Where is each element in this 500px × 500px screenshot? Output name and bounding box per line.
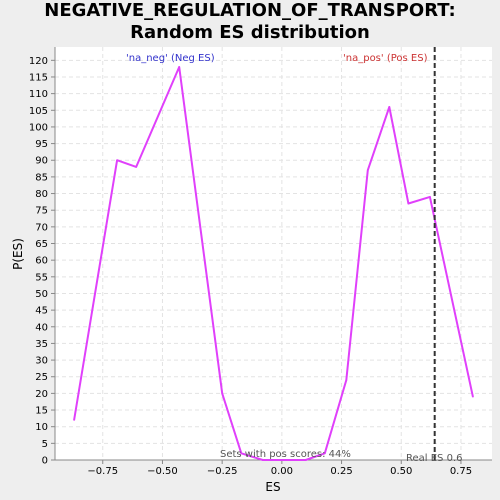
y-tick-label: 90	[35, 156, 48, 167]
y-tick-label: 65	[35, 239, 48, 250]
y-tick-label: 55	[35, 272, 48, 283]
y-tick-label: 45	[35, 306, 48, 317]
x-tick-label: 0.00	[271, 466, 293, 477]
data-point	[281, 459, 283, 461]
x-tick-label: −0.75	[87, 466, 118, 477]
y-tick-label: 120	[29, 56, 48, 67]
x-tick-label: 0.50	[390, 466, 412, 477]
data-point	[73, 419, 75, 421]
data-point	[240, 452, 243, 455]
grid	[55, 47, 492, 460]
y-tick-label: 75	[35, 206, 48, 217]
y-tick-label: 25	[35, 372, 48, 383]
x-tick-label: 0.25	[330, 466, 352, 477]
y-tick-label: 5	[42, 439, 48, 450]
y-tick-label: 35	[35, 339, 48, 350]
y-tick-label: 10	[35, 422, 48, 433]
data-point	[345, 379, 348, 381]
y-tick-label: 100	[29, 122, 48, 133]
y-tick-label: 105	[29, 106, 48, 117]
data-point	[472, 395, 474, 398]
y-tick-label: 80	[35, 189, 48, 200]
y-tick-label: 40	[35, 322, 48, 333]
y-tick-label: 115	[29, 72, 48, 83]
chart-title: NEGATIVE_REGULATION_OF_TRANSPORT: Random…	[44, 0, 456, 43]
data-point	[221, 392, 223, 395]
data-point	[324, 452, 326, 455]
data-point	[388, 106, 391, 108]
x-ticks: −0.75 −0.50 −0.25 0.00 0.25 0.50 0.75	[87, 460, 472, 477]
data-point	[135, 166, 137, 168]
y-axis-label: P(ES)	[11, 238, 25, 270]
y-tick-label: 15	[35, 406, 48, 417]
data-point	[304, 459, 307, 461]
data-point	[116, 159, 118, 162]
y-tick-label: 50	[35, 289, 48, 300]
sets-pos-scores-label: Sets with pos scores: 44%	[220, 449, 351, 460]
data-point	[429, 196, 431, 198]
neg-es-label: 'na_neg' (Neg ES)	[126, 53, 215, 64]
x-axis-label: ES	[265, 480, 280, 494]
y-tick-label: 85	[35, 172, 48, 183]
series-line	[73, 66, 474, 461]
y-tick-label: 20	[35, 389, 48, 400]
x-tick-label: −0.25	[207, 466, 238, 477]
y-tick-label: 0	[42, 456, 48, 467]
plot-area	[55, 47, 492, 460]
y-ticks: 0 5 10 15 20 25 30 35 40 45 50 55 60 65 70 75 80 85 90 95 10…	[29, 56, 55, 467]
x-tick-label: −0.50	[147, 466, 178, 477]
y-tick-label: 110	[29, 89, 48, 100]
y-tick-label: 60	[35, 256, 48, 267]
x-tick-label: 0.75	[450, 466, 472, 477]
data-point	[178, 66, 180, 68]
real-es-label: Real ES 0.6	[406, 453, 462, 464]
y-tick-label: 30	[35, 356, 48, 367]
y-tick-label: 95	[35, 139, 48, 150]
y-tick-label: 70	[35, 222, 48, 233]
data-point	[261, 459, 264, 461]
data-point	[407, 202, 410, 205]
data-point	[367, 169, 369, 172]
pos-es-label: 'na_pos' (Pos ES)	[343, 53, 428, 64]
series	[73, 66, 474, 461]
